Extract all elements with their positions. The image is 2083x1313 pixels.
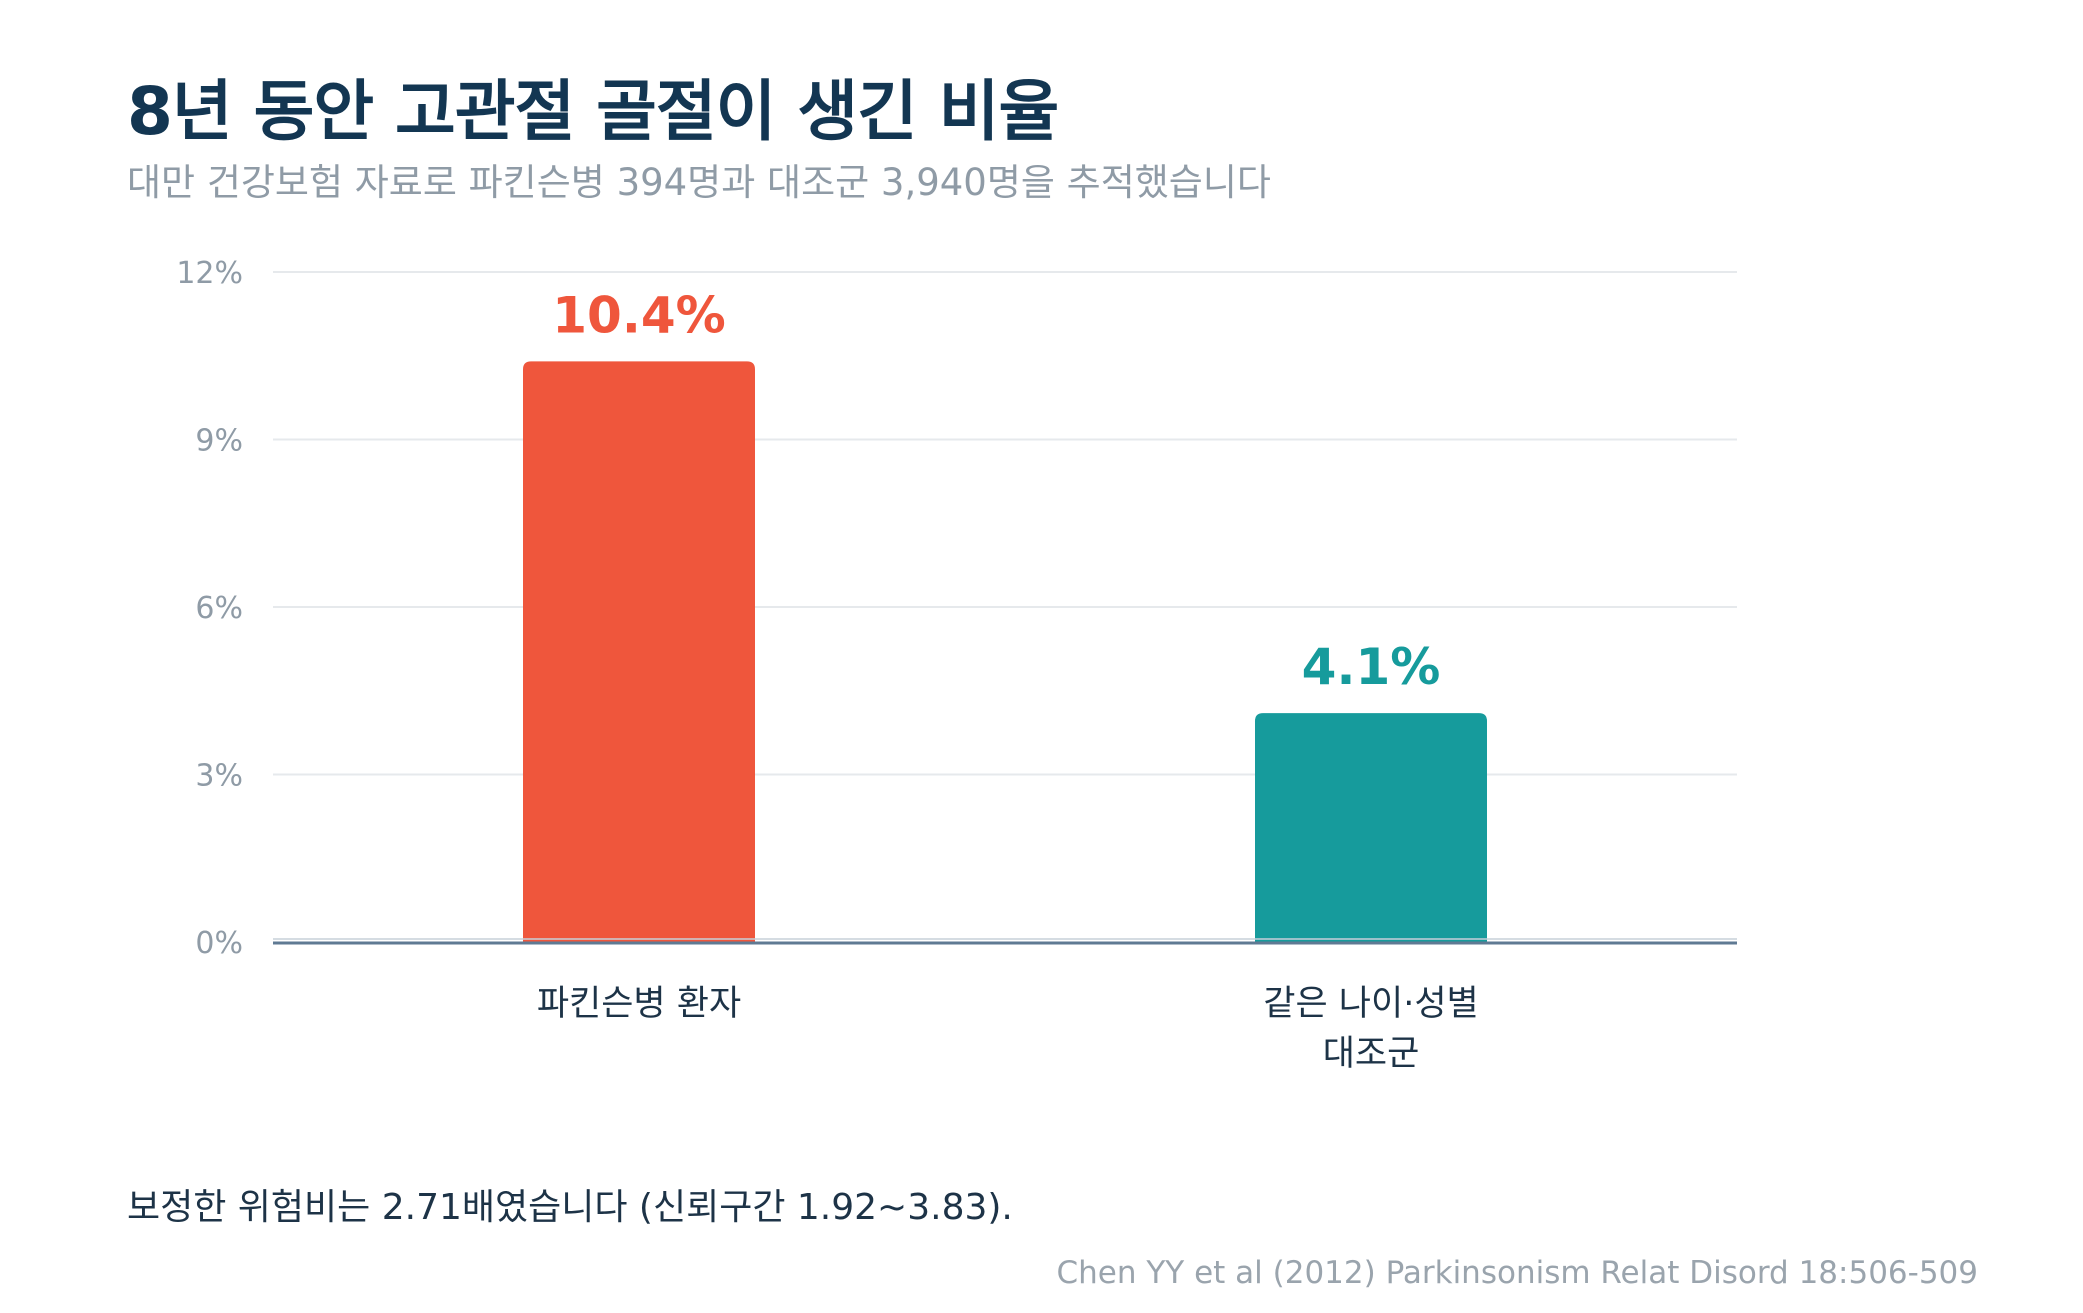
data-labels: 10.4% 4.1% bbox=[552, 286, 1440, 696]
chart-title: 8년 동안 고관절 골절이 생긴 비율 bbox=[127, 73, 1059, 150]
x-tick-label: 대조군 bbox=[1323, 1034, 1420, 1074]
source-citation: Chen YY et al (2012) Parkinsonism Relat … bbox=[1056, 1255, 1979, 1291]
hazard-ratio-note: 보정한 위험비는 2.71배였습니다 (신뢰구간 1.92~3.83). bbox=[127, 1187, 1013, 1228]
data-label: 10.4% bbox=[552, 286, 725, 344]
y-tick-label: 6% bbox=[195, 591, 243, 626]
y-tick-label: 12% bbox=[176, 256, 243, 291]
x-tick-label: 같은 나이·성별 bbox=[1263, 984, 1478, 1024]
grid-lines bbox=[273, 271, 1737, 776]
chart-subtitle: 대만 건강보험 자료로 파킨슨병 394명과 대조군 3,940명을 추적했습니… bbox=[127, 161, 1271, 204]
data-label: 4.1% bbox=[1302, 638, 1441, 696]
y-tick-label: 9% bbox=[195, 424, 243, 459]
bars bbox=[523, 361, 1487, 942]
bar bbox=[1255, 713, 1487, 942]
x-tick-label: 파킨슨병 환자 bbox=[537, 984, 741, 1024]
y-tick-label: 0% bbox=[195, 926, 243, 961]
y-axis: 0% 3% 6% 9% 12% bbox=[176, 256, 243, 961]
y-tick-label: 3% bbox=[195, 759, 243, 794]
bar bbox=[523, 361, 755, 942]
